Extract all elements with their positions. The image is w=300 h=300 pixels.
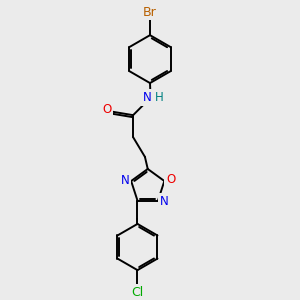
Text: Br: Br [143,6,157,19]
Text: N: N [143,91,152,104]
Text: O: O [166,173,175,186]
Text: O: O [102,103,111,116]
Text: H: H [155,91,164,103]
Text: N: N [121,174,129,187]
Text: N: N [160,195,169,208]
Text: Cl: Cl [131,286,144,298]
